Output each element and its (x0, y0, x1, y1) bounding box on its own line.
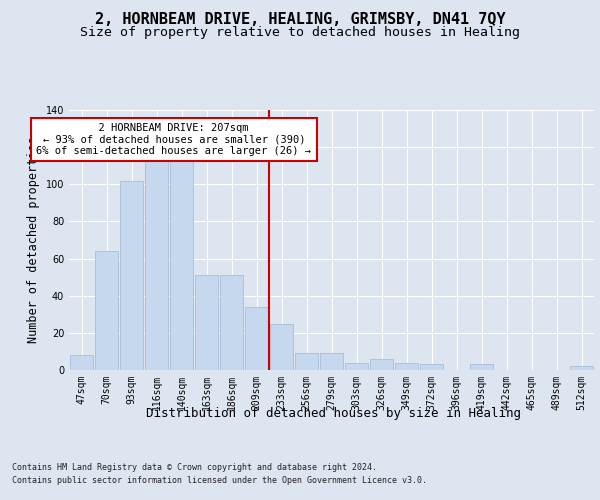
Bar (370, 359, 393, 370)
Y-axis label: Number of detached properties: Number of detached properties (27, 136, 40, 344)
Text: Size of property relative to detached houses in Healing: Size of property relative to detached ho… (80, 26, 520, 39)
Bar (470, 364, 493, 370)
Bar (395, 362, 418, 370)
Bar (320, 354, 343, 370)
Bar (195, 276, 218, 370)
Bar (420, 364, 443, 370)
Bar (245, 307, 268, 370)
Bar (570, 366, 593, 370)
Text: 2 HORNBEAM DRIVE: 207sqm  
← 93% of detached houses are smaller (390)
6% of semi: 2 HORNBEAM DRIVE: 207sqm ← 93% of detach… (37, 123, 311, 156)
Bar (220, 276, 243, 370)
Bar (295, 354, 318, 370)
Bar (145, 158, 168, 370)
Bar (170, 158, 193, 370)
Bar (270, 324, 293, 370)
Bar (70, 355, 93, 370)
Text: Contains public sector information licensed under the Open Government Licence v3: Contains public sector information licen… (12, 476, 427, 485)
Text: 2, HORNBEAM DRIVE, HEALING, GRIMSBY, DN41 7QY: 2, HORNBEAM DRIVE, HEALING, GRIMSBY, DN4… (95, 12, 505, 28)
Bar (120, 180, 143, 370)
Text: Distribution of detached houses by size in Healing: Distribution of detached houses by size … (146, 408, 521, 420)
Bar (345, 362, 368, 370)
Text: Contains HM Land Registry data © Crown copyright and database right 2024.: Contains HM Land Registry data © Crown c… (12, 462, 377, 471)
Bar (95, 251, 118, 370)
